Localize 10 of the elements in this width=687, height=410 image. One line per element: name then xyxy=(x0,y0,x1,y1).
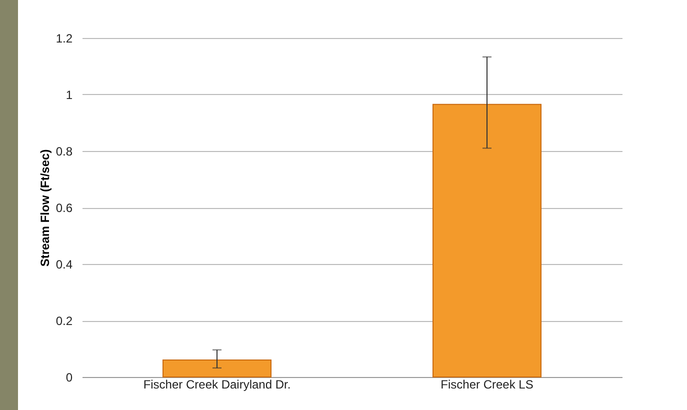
y-tick-label: 0.6 xyxy=(56,201,73,215)
y-tick-label: 1 xyxy=(66,88,73,102)
y-tick-label: 0.4 xyxy=(56,258,73,272)
x-tick-label: Fischer Creek LS xyxy=(440,378,534,392)
y-tick-label: 0.2 xyxy=(56,314,73,328)
y-axis-title: Stream Flow (Ft/sec) xyxy=(38,149,52,267)
x-tick-label: Fischer Creek Dairyland Dr. xyxy=(143,378,291,392)
y-tick-label: 0 xyxy=(66,370,73,384)
y-tick-label: 1.2 xyxy=(56,32,73,46)
y-tick-label: 0.8 xyxy=(56,144,73,158)
